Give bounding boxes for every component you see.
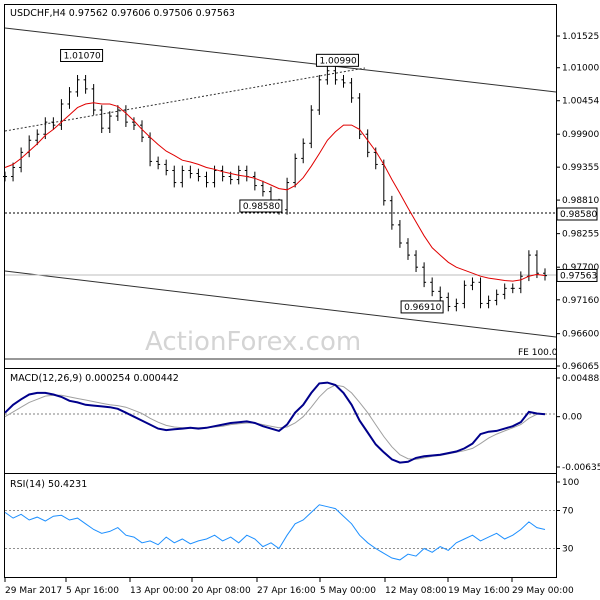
price-tick-label: 1.01525 <box>562 32 599 42</box>
price-tick-label: 1.00454 <box>562 97 599 107</box>
price-tags: 0.98580 0.97563 <box>556 207 598 282</box>
upper-channel-line <box>4 27 557 93</box>
annotation-box <box>60 49 104 62</box>
annotation-label: 0.96910 <box>404 303 441 313</box>
watermark: ActionForex.com <box>145 327 361 357</box>
x-tick-label: 5 Apr 16:00 <box>66 586 119 596</box>
annotation-label: 1.01070 <box>64 52 101 62</box>
moving-average-line <box>4 102 546 282</box>
x-tick-label: 5 May 00:00 <box>320 586 376 596</box>
price-tick-label: 0.99900 <box>562 130 599 140</box>
rsi-levels <box>5 510 556 549</box>
price-tick-label: 0.96600 <box>562 330 599 340</box>
macd-tick-label: 0.00 <box>562 413 582 423</box>
price-y-ticks: 1.01525 1.01000 1.00454 0.99900 0.99355 0.988… <box>556 32 599 372</box>
x-tick-label: 29 May 00:00 <box>512 586 574 596</box>
price-tick-label: 0.98810 <box>562 196 599 206</box>
macd-series <box>4 381 546 464</box>
price-tick-label: 0.97700 <box>562 263 599 273</box>
macd-tick-label: 0.004883 <box>562 374 600 384</box>
price-tag-box <box>556 268 598 282</box>
rsi-tick-label: 100 <box>562 478 579 488</box>
macd-main-line <box>4 381 546 464</box>
macd-tick-label: -0.006354 <box>562 463 600 473</box>
fe-label: FE 100.0 <box>518 348 558 358</box>
rsi-line <box>4 504 546 561</box>
price-title: USDCHF,H4 0.97562 0.97606 0.97506 0.9756… <box>10 8 235 19</box>
price-tag-label: 0.97563 <box>560 271 597 281</box>
rsi-y-ticks: 100 70 30 <box>556 478 579 555</box>
x-tick-label: 27 Apr 16:00 <box>257 586 316 596</box>
x-tick-label: 12 May 08:00 <box>385 586 447 596</box>
macd-panel-frame <box>4 368 557 474</box>
rsi-tick-label: 70 <box>562 507 574 517</box>
rsi-panel-frame <box>4 473 557 578</box>
price-tick-label: 0.96065 <box>562 362 599 372</box>
dotted-trend-line <box>4 67 366 132</box>
x-tick-label: 19 May 16:00 <box>448 586 510 596</box>
lower-channel-line <box>4 270 557 338</box>
rsi-tick-label: 30 <box>562 545 574 555</box>
annotation-box <box>239 199 283 213</box>
rsi-title: RSI(14) 50.4231 <box>10 479 87 490</box>
price-tick-label: 0.98255 <box>562 230 599 240</box>
annotation-label: 1.00990 <box>319 56 356 66</box>
annotation-box <box>315 53 359 67</box>
price-tick-label: 0.99355 <box>562 163 599 173</box>
price-tag-box <box>556 207 598 221</box>
rsi-series <box>4 504 546 561</box>
price-tick-label: 0.97160 <box>562 296 599 306</box>
x-tick-label: 29 Mar 2017 <box>5 586 62 596</box>
x-tick-label: 13 Apr 00:00 <box>130 586 189 596</box>
price-tick-label: 1.01000 <box>562 64 599 74</box>
price-annotations: 1.01070 1.00990 0.98580 0.96910 <box>60 49 444 314</box>
annotation-label: 0.98580 <box>243 202 280 212</box>
x-axis-labels: 29 Mar 2017 5 Apr 16:00 13 Apr 00:00 20 Apr… <box>4 578 574 596</box>
price-series <box>3 65 547 312</box>
x-tick-label: 20 Apr 08:00 <box>192 586 251 596</box>
annotation-box <box>400 300 444 314</box>
price-tag-label: 0.98580 <box>560 210 597 220</box>
macd-y-ticks: 0.004883 0.00 -0.006354 <box>556 374 600 473</box>
macd-title: MACD(12,26,9) 0.000254 0.000442 <box>10 373 179 384</box>
